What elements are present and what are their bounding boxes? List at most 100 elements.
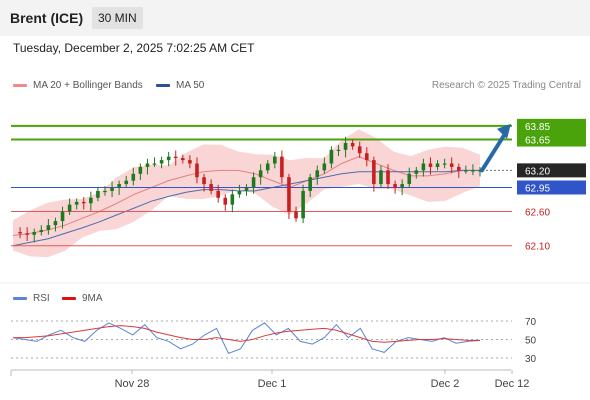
forecast-arrow-shaft <box>480 131 507 173</box>
candle-body <box>67 204 72 212</box>
candle-body <box>209 184 213 191</box>
rsi-tick-label: 30 <box>525 354 537 365</box>
legend-bollinger: MA 20 + Bollinger Bands <box>13 80 143 91</box>
candle-body <box>435 163 440 167</box>
candle-body <box>386 170 390 185</box>
candle-body <box>181 158 185 161</box>
candle-body <box>166 156 171 161</box>
candle-body <box>18 232 22 234</box>
candle-body <box>110 187 114 191</box>
candle-body <box>308 177 312 191</box>
instrument-title: Brent (ICE) <box>10 10 84 26</box>
candle-body <box>251 177 256 188</box>
candle-body <box>294 211 298 219</box>
timeframe-badge[interactable]: 30 MIN <box>92 7 143 29</box>
level-label-63.85: 63.85 <box>525 122 550 133</box>
ma9-line <box>13 325 480 343</box>
candle-body <box>25 233 29 235</box>
ma20-line <box>12 156 480 236</box>
candle-body <box>393 184 397 188</box>
forecast-arrow-head <box>497 123 511 139</box>
legend-bollinger-label: MA 20 + Bollinger Bands <box>33 80 143 91</box>
candle-body <box>124 180 129 185</box>
candle-body <box>152 163 157 165</box>
candle-body <box>216 190 220 198</box>
level-label-62.60: 62.60 <box>525 207 550 218</box>
candle-body <box>195 163 199 178</box>
candle-body <box>53 221 58 226</box>
candle-body <box>138 166 143 174</box>
candle-body <box>421 163 426 171</box>
candle-body <box>464 170 468 172</box>
candle-body <box>230 194 235 205</box>
candle-body <box>414 170 419 174</box>
legend-ma50-label: MA 50 <box>176 80 205 91</box>
level-box-63.65 <box>517 132 586 147</box>
bollinger-swatch <box>13 84 27 87</box>
candle-body <box>237 190 242 195</box>
chart-datetime: Tuesday, December 2, 2025 7:02:25 AM CET <box>13 41 255 55</box>
candle-body <box>223 197 228 205</box>
candle-body <box>407 173 412 185</box>
candle-body <box>322 163 327 171</box>
candle-body <box>364 153 369 161</box>
candle-body <box>301 190 305 219</box>
price-levels: 63.85 63.65 63.20 62.95 62.60 62.10 <box>11 118 586 253</box>
legend-rsi-label: RSI <box>33 293 50 304</box>
candle-body <box>442 163 447 165</box>
candle-body <box>471 170 475 172</box>
level-label-62.95: 62.95 <box>525 184 550 195</box>
legend-9ma: 9MA <box>62 293 103 304</box>
candles <box>18 136 482 243</box>
candle-body <box>329 149 334 164</box>
candle-body <box>103 190 107 193</box>
candle-body <box>350 142 355 147</box>
candle-body <box>400 184 404 188</box>
candle-body <box>244 187 249 191</box>
candle-body <box>81 201 86 204</box>
candle-body <box>449 163 454 167</box>
candle-body <box>159 160 164 164</box>
legend-9ma-label: 9MA <box>82 293 103 304</box>
candle-body <box>357 146 362 154</box>
x-tick-label: Dec 12 <box>495 378 530 390</box>
candle-body <box>145 163 150 167</box>
rsi-tick-label: 50 <box>525 336 537 347</box>
candle-body <box>74 201 79 205</box>
candle-body <box>173 156 178 159</box>
candle-body <box>131 173 136 181</box>
research-credit: Research © 2025 Trading Central <box>431 80 581 91</box>
candle-body <box>343 142 348 150</box>
candle-body <box>372 160 376 185</box>
candle-body <box>428 163 433 167</box>
x-tick-label: Dec 2 <box>431 378 460 390</box>
candle-body <box>258 170 263 178</box>
level-box-63.20 <box>517 163 586 178</box>
rsi-line <box>12 322 481 355</box>
bollinger-band <box>13 129 480 258</box>
candle-body <box>202 177 206 185</box>
candle-body <box>117 184 121 188</box>
candle-body <box>315 170 320 178</box>
level-label-63.20: 63.20 <box>525 166 550 177</box>
candle-body <box>456 166 461 171</box>
candle-body <box>89 197 93 204</box>
candle-body <box>32 232 37 235</box>
chart-header: Brent (ICE) 30 MIN <box>0 0 590 36</box>
x-tick-label: Dec 1 <box>258 378 287 390</box>
ma9-swatch <box>62 297 76 300</box>
candle-body <box>96 190 100 198</box>
legend-rsi: RSI <box>13 293 50 304</box>
candle-body <box>336 149 341 152</box>
level-label-63.65: 63.65 <box>525 136 550 147</box>
candle-body <box>273 156 277 164</box>
candle-body <box>46 225 51 230</box>
legend-ma50: MA 50 <box>156 80 204 91</box>
candle-body <box>60 211 65 222</box>
level-box-63.85 <box>517 118 586 133</box>
rsi-tick-label: 70 <box>525 317 537 328</box>
candle-body <box>287 177 291 212</box>
candle-body <box>188 160 192 164</box>
